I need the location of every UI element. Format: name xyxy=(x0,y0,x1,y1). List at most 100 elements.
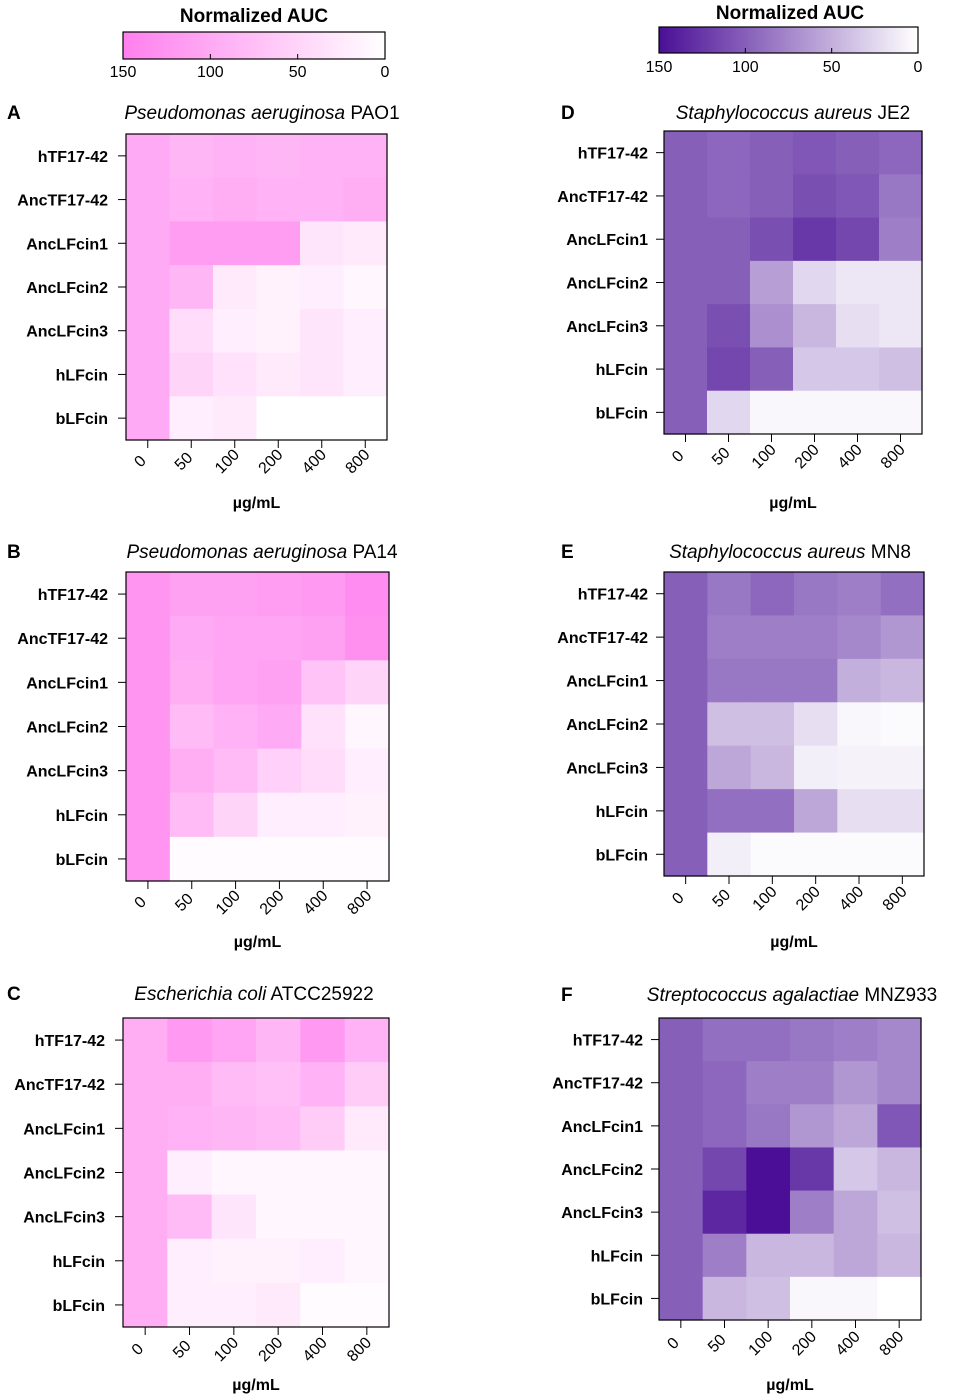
heatmap-cell xyxy=(256,1062,301,1107)
x-axis-label: µg/mL xyxy=(233,495,281,512)
panel-title: Streptococcus agalactiae MNZ933 xyxy=(647,985,937,1006)
panel-title-species: Pseudomonas aeruginosa xyxy=(124,103,345,124)
heatmap-cell xyxy=(169,134,214,179)
heatmap-cell xyxy=(213,352,258,397)
column-label: 0 xyxy=(129,1341,147,1359)
heatmap-cell xyxy=(169,836,215,882)
heatmap-cell xyxy=(300,308,345,354)
heatmap-cell xyxy=(750,658,795,703)
heatmap-cell xyxy=(707,832,752,877)
column-label: 800 xyxy=(343,446,374,477)
heatmap-cell xyxy=(213,660,259,706)
heatmap-cell xyxy=(126,748,171,794)
heatmap-cell xyxy=(790,1190,835,1235)
heatmap-cell xyxy=(877,1276,922,1321)
heatmap-cell xyxy=(300,1150,346,1196)
heatmap-cell xyxy=(345,748,390,794)
heatmap-cell xyxy=(300,396,345,441)
heatmap-cell xyxy=(664,832,708,877)
heatmap-cell xyxy=(126,572,171,617)
colorbar-tick-label: 150 xyxy=(110,64,137,81)
heatmap-cell xyxy=(746,1276,791,1321)
colorbar-tick-label: 50 xyxy=(823,59,841,76)
heatmap-cell xyxy=(790,1104,835,1149)
heatmap-cell xyxy=(664,174,708,219)
row-label: AncTF17-42 xyxy=(14,1077,105,1094)
heatmap-cell xyxy=(707,572,752,617)
heatmap-cell xyxy=(300,1238,346,1284)
panel-title-strain: PA14 xyxy=(347,542,398,563)
colorbar-2: Normalized AUC 150 100 50 0 xyxy=(646,3,923,76)
row-label: hTF17-42 xyxy=(35,1033,105,1050)
panel-title-species: Staphylococcus aureus xyxy=(676,103,873,124)
x-axis-label: µg/mL xyxy=(769,495,817,512)
heatmap-cell xyxy=(664,789,708,834)
heatmap-cell xyxy=(750,174,794,219)
heatmap-cell xyxy=(879,131,923,175)
heatmap-cell xyxy=(256,352,301,397)
heatmap-cell xyxy=(746,1190,791,1235)
heatmap-cell xyxy=(300,1062,346,1107)
heatmap-cell xyxy=(702,1061,747,1105)
heatmap-cell xyxy=(790,1233,835,1278)
row-label: AncLFcin1 xyxy=(566,674,648,691)
heatmap-cell xyxy=(879,304,923,349)
panel-title-strain: JE2 xyxy=(872,103,910,124)
heatmap-cell xyxy=(169,265,214,310)
heatmap-cell xyxy=(211,1150,257,1196)
heatmap-cell xyxy=(793,217,837,262)
heatmap-cell xyxy=(301,748,346,794)
heatmap-cell xyxy=(167,1150,213,1196)
heatmap-cell xyxy=(794,615,838,660)
heatmap-cell xyxy=(877,1233,922,1278)
row-label: AncLFcin3 xyxy=(26,764,108,781)
heatmap-cell xyxy=(213,308,258,354)
column-label: 800 xyxy=(877,1328,908,1359)
heatmap-cell xyxy=(126,308,171,354)
panel-letter: C xyxy=(7,984,21,1005)
heatmap-cell xyxy=(257,836,302,882)
row-label: AncLFcin2 xyxy=(561,1162,643,1179)
heatmap-cell xyxy=(213,221,258,266)
heatmap-cell xyxy=(345,792,390,838)
heatmap-cell xyxy=(343,352,388,397)
heatmap-cell xyxy=(750,347,794,392)
panel-title-species: Streptococcus agalactiae xyxy=(647,985,859,1006)
panel-title-strain: ATCC25922 xyxy=(266,984,373,1005)
heatmap-cell xyxy=(702,1018,747,1062)
heatmap-cell xyxy=(300,177,345,223)
row-label: AncTF17-42 xyxy=(17,193,108,210)
x-axis-label: µg/mL xyxy=(232,1377,280,1394)
heatmap-cell xyxy=(750,702,795,747)
panel-letter: E xyxy=(561,542,574,563)
heatmap-cell xyxy=(211,1238,257,1284)
heatmap-cell xyxy=(659,1018,704,1062)
heatmap-cell xyxy=(793,174,837,219)
heatmap-cell xyxy=(123,1150,168,1196)
row-label: hTF17-42 xyxy=(578,587,648,604)
heatmap-cell xyxy=(794,745,838,790)
heatmap-cell xyxy=(837,658,882,703)
heatmap-cell xyxy=(707,347,751,392)
column-label: 800 xyxy=(344,887,375,918)
heatmap-cell xyxy=(793,131,837,175)
heatmap-cell xyxy=(169,704,215,750)
colorbar-title: Normalized AUC xyxy=(716,3,864,24)
heatmap-cell xyxy=(837,789,882,834)
column-label: 200 xyxy=(256,1334,287,1365)
heatmap-cell xyxy=(880,789,925,834)
heatmap-cell xyxy=(659,1147,704,1192)
heatmap-cell xyxy=(659,1104,704,1149)
heatmap-panel-c: C Escherichia coli ATCC25922 hTF17-42 AncTF… xyxy=(7,984,390,1394)
panel-title-species: Pseudomonas aeruginosa xyxy=(126,542,347,563)
heatmap-cell xyxy=(256,177,301,223)
heatmap-cell xyxy=(123,1106,168,1152)
column-label: 100 xyxy=(749,441,780,472)
column-label: 400 xyxy=(833,1328,864,1359)
heatmap-cell xyxy=(300,1018,346,1063)
heatmap-cell xyxy=(126,177,171,223)
heatmap-cell xyxy=(123,1194,168,1240)
heatmap-cell xyxy=(344,1150,390,1196)
heatmap-cell xyxy=(833,1276,878,1321)
row-label: bLFcin xyxy=(596,847,648,864)
